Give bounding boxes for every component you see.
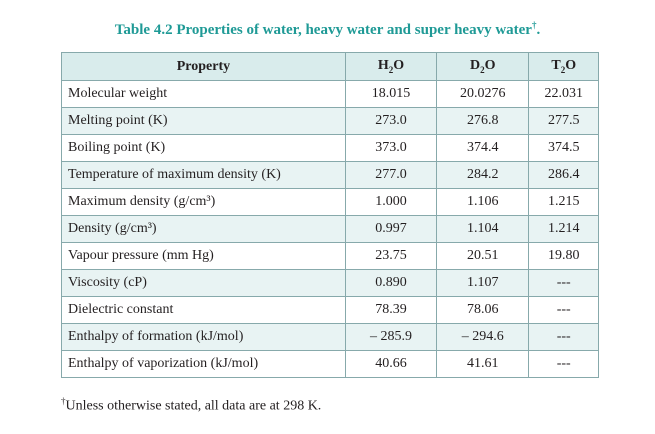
cell-h2o: 40.66: [344, 350, 438, 378]
cell-t2o: 22.031: [528, 80, 599, 108]
caption-period: .: [536, 22, 541, 38]
table-row: Molecular weight 18.015 20.0276 22.031: [61, 80, 599, 108]
cell-d2o: 1.104: [436, 215, 530, 243]
table-caption: Table 4.2 Properties of water, heavy wat…: [0, 20, 655, 39]
header-h2o: H2O: [344, 52, 438, 81]
cell-property: Viscosity (cP): [61, 269, 346, 297]
cell-t2o: 1.214: [528, 215, 599, 243]
cell-h2o: 18.015: [344, 80, 438, 108]
cell-property: Enthalpy of vaporization (kJ/mol): [61, 350, 346, 378]
table-header-row: Property H2O D2O T2O: [61, 52, 599, 81]
cell-d2o: 20.51: [436, 242, 530, 270]
cell-t2o: 374.5: [528, 134, 599, 162]
cell-h2o: 1.000: [344, 188, 438, 216]
cell-t2o: ---: [528, 296, 599, 324]
cell-property: Temperature of maximum density (K): [61, 161, 346, 189]
header-h2o-sub: 2: [388, 64, 394, 75]
table-row: Density (g/cm³) 0.997 1.104 1.214: [61, 215, 599, 243]
header-property: Property: [61, 52, 346, 81]
cell-h2o: 78.39: [344, 296, 438, 324]
cell-t2o: ---: [528, 350, 599, 378]
table-row: Maximum density (g/cm³) 1.000 1.106 1.215: [61, 188, 599, 216]
header-h2o-tail: O: [393, 58, 405, 74]
cell-d2o: 1.106: [436, 188, 530, 216]
cell-t2o: ---: [528, 323, 599, 351]
header-d2o: D2O: [436, 52, 530, 81]
cell-property: Boiling point (K): [61, 134, 346, 162]
cell-d2o: – 294.6: [436, 323, 530, 351]
properties-table: Property H2O D2O T2O Molecular weight 18.…: [61, 52, 599, 378]
cell-property: Molecular weight: [61, 80, 346, 108]
cell-t2o: 286.4: [528, 161, 599, 189]
header-d2o-base: D: [470, 58, 481, 74]
cell-h2o: 0.997: [344, 215, 438, 243]
cell-h2o: 373.0: [344, 134, 438, 162]
header-d2o-sub: 2: [480, 64, 485, 75]
header-t2o-base: T: [551, 58, 561, 74]
cell-t2o: ---: [528, 269, 599, 297]
header-d2o-tail: O: [484, 58, 496, 74]
cell-property: Maximum density (g/cm³): [61, 188, 346, 216]
cell-d2o: 78.06: [436, 296, 530, 324]
table-row: Dielectric constant 78.39 78.06 ---: [61, 296, 599, 324]
cell-t2o: 277.5: [528, 107, 599, 135]
footnote-dagger-mark: †: [61, 396, 66, 406]
cell-d2o: 374.4: [436, 134, 530, 162]
table-row: Vapour pressure (mm Hg) 23.75 20.51 19.80: [61, 242, 599, 270]
cell-property: Enthalpy of formation (kJ/mol): [61, 323, 346, 351]
header-h2o-base: H: [377, 58, 389, 74]
table-row: Temperature of maximum density (K) 277.0 2…: [61, 161, 599, 189]
footnote-text: Unless otherwise stated, all data are at…: [65, 398, 322, 414]
cell-t2o: 19.80: [528, 242, 599, 270]
cell-property: Density (g/cm³): [61, 215, 346, 243]
cell-h2o: 273.0: [344, 107, 438, 135]
cell-t2o: 1.215: [528, 188, 599, 216]
caption-text: Table 4.2 Properties of water, heavy wat…: [114, 22, 532, 38]
header-t2o: T2O: [528, 52, 599, 81]
cell-d2o: 284.2: [436, 161, 530, 189]
cell-h2o: 277.0: [344, 161, 438, 189]
cell-d2o: 1.107: [436, 269, 530, 297]
caption-dagger-mark: †: [531, 20, 537, 30]
table-row: Boiling point (K) 373.0 374.4 374.5: [61, 134, 599, 162]
header-t2o-tail: O: [565, 58, 577, 74]
table-row: Enthalpy of vaporization (kJ/mol) 40.66 41…: [61, 350, 599, 378]
table-row: Melting point (K) 273.0 276.8 277.5: [61, 107, 599, 135]
header-t2o-sub: 2: [560, 64, 566, 75]
cell-h2o: 23.75: [344, 242, 438, 270]
cell-property: Vapour pressure (mm Hg): [61, 242, 346, 270]
table-row: Enthalpy of formation (kJ/mol) – 285.9– 2…: [61, 323, 599, 351]
cell-d2o: 41.61: [436, 350, 530, 378]
cell-property: Melting point (K): [61, 107, 346, 135]
table-row: Viscosity (cP) 0.890 1.107 ---: [61, 269, 599, 297]
table-footnote: †Unless otherwise stated, all data are a…: [61, 396, 321, 415]
cell-h2o: 0.890: [344, 269, 438, 297]
cell-d2o: 276.8: [436, 107, 530, 135]
cell-h2o: – 285.9: [344, 323, 438, 351]
cell-d2o: 20.0276: [436, 80, 530, 108]
cell-property: Dielectric constant: [61, 296, 346, 324]
